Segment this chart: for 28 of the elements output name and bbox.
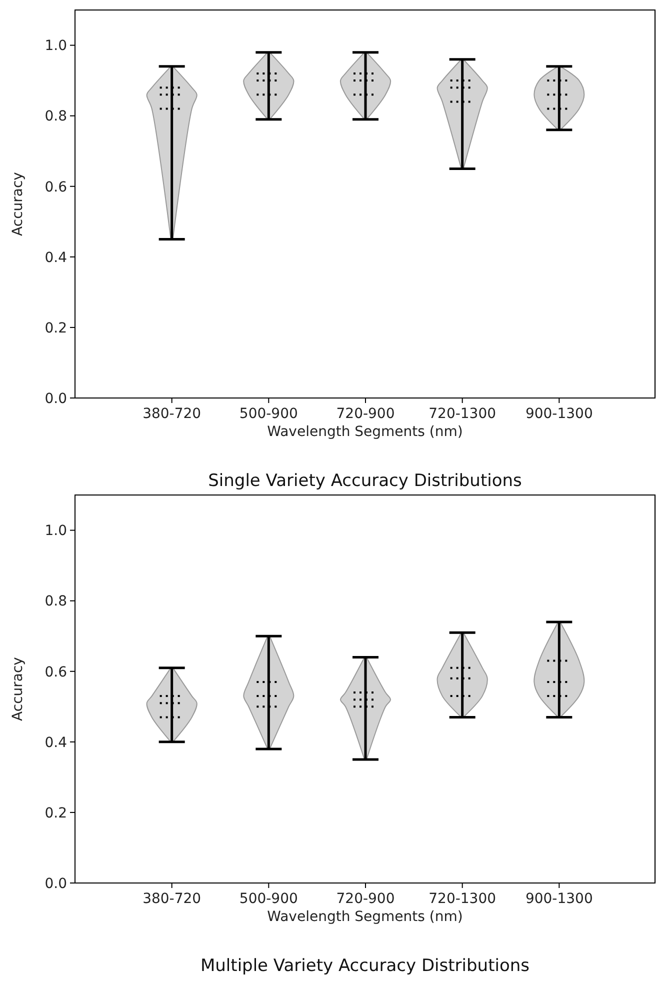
x-tick-label: 720-1300 — [428, 891, 496, 907]
y-axis-title: Accuracy — [10, 657, 26, 721]
y-tick-label: 0.2 — [44, 320, 67, 336]
x-tick-label: 720-900 — [336, 406, 395, 422]
x-tick-label: 900-1300 — [525, 406, 593, 422]
x-tick-label: 380-720 — [142, 891, 202, 907]
x-tick-label: 380-720 — [142, 406, 202, 422]
y-tick-label: 0.8 — [44, 594, 67, 610]
y-tick-label: 0.4 — [44, 250, 68, 266]
x-tick-label: 500-900 — [239, 891, 298, 907]
x-tick-label: 500-900 — [239, 406, 298, 422]
x-tick-label: 720-1300 — [428, 406, 496, 422]
y-tick-label: 1.0 — [44, 523, 67, 540]
x-tick-label: 720-900 — [336, 891, 395, 907]
x-axis-title: Wavelength Segments (nm) — [267, 424, 463, 440]
y-tick-label: 0.0 — [44, 390, 67, 407]
y-tick-label: 0.6 — [44, 179, 68, 196]
y-tick-label: 0.2 — [44, 805, 67, 822]
text: Multiple Variety Accuracy Distributions — [200, 956, 530, 976]
text: Single Variety Accuracy Distributions — [208, 471, 522, 491]
y-axis-title: Accuracy — [10, 172, 26, 236]
y-tick-label: 0.4 — [44, 734, 68, 751]
x-axis-title: Wavelength Segments (nm) — [267, 909, 463, 925]
y-tick-label: 0.8 — [44, 108, 67, 125]
x-tick-label: 900-1300 — [525, 891, 593, 907]
y-tick-label: 0.0 — [44, 876, 67, 892]
y-tick-label: 0.6 — [44, 664, 68, 680]
y-tick-label: 1.0 — [44, 38, 67, 54]
